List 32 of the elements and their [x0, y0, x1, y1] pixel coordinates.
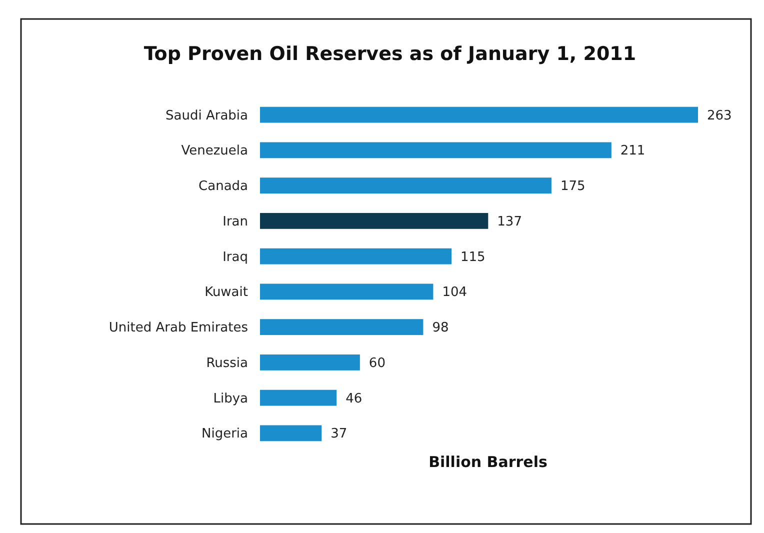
bar: [260, 142, 612, 158]
y-tick-label: Russia: [206, 356, 248, 371]
data-label: 60: [368, 356, 386, 371]
data-label: 115: [460, 250, 486, 265]
y-tick-label: Nigeria: [201, 426, 248, 442]
y-tick-label: Venezuela: [181, 144, 248, 159]
data-label: 37: [330, 426, 348, 442]
bar: [260, 106, 698, 123]
x-axis-title: Billion Barrels: [428, 453, 548, 471]
data-label: 46: [346, 391, 362, 406]
data-label: 211: [620, 144, 646, 159]
bar: [260, 212, 488, 229]
bar: [260, 319, 424, 336]
data-label: 263: [707, 108, 732, 124]
bar: [260, 178, 552, 194]
y-tick-label: Libya: [213, 391, 248, 406]
data-label: 137: [497, 214, 522, 230]
y-tick-label: Iraq: [222, 250, 248, 265]
bar: [260, 354, 360, 370]
y-tick-label: Saudi Arabia: [166, 108, 248, 124]
bar: [260, 284, 434, 300]
y-tick-label: Kuwait: [204, 285, 248, 300]
chart-title: Top Proven Oil Reserves as of January 1, 2011: [144, 43, 636, 65]
y-tick-label: Iran: [222, 214, 248, 230]
data-label: 104: [442, 285, 468, 300]
data-label: 98: [432, 320, 449, 336]
bar: [260, 425, 322, 442]
data-label: 175: [560, 179, 586, 194]
y-tick-label: United Arab Emirates: [108, 320, 248, 336]
bar: [260, 248, 452, 264]
y-tick-label: Canada: [198, 179, 248, 194]
bar: [260, 390, 337, 406]
